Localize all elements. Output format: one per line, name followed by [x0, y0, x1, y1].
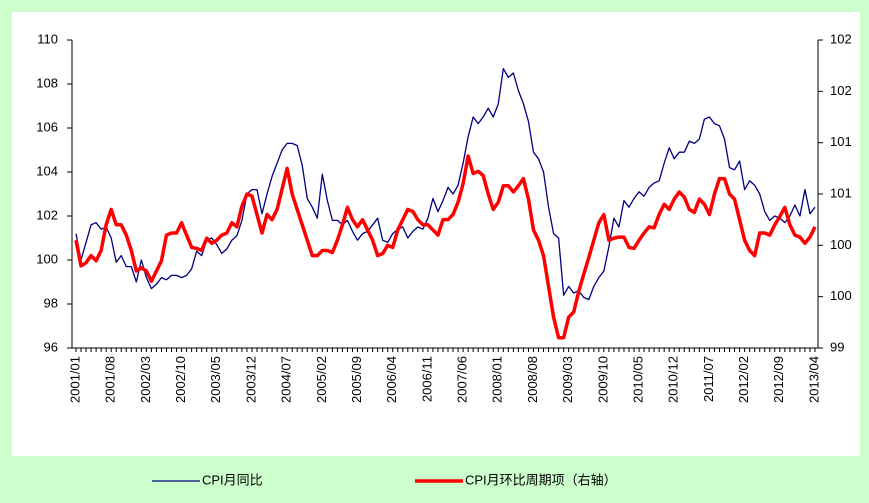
x-tick-label: 2009/10 [595, 356, 610, 403]
y2-tick-label: 101 [830, 185, 852, 200]
x-tick-label: 2001/01 [67, 356, 82, 403]
y-tick-label: 108 [36, 75, 58, 90]
y-tick-label: 106 [36, 119, 58, 134]
y-tick-label: 98 [44, 295, 58, 310]
y-tick-label: 110 [37, 31, 58, 46]
y2-tick-label: 102 [830, 31, 852, 46]
x-tick-label: 2013/04 [806, 356, 821, 403]
x-tick-label: 2008/01 [490, 356, 505, 403]
y2-tick-label: 102 [830, 83, 852, 98]
y2-tick-label: 99 [830, 339, 844, 354]
y-tick-label: 104 [36, 163, 58, 178]
x-tick-label: 2009/03 [560, 356, 575, 403]
x-tick-label: 2010/12 [666, 356, 681, 403]
x-tick-label: 2012/02 [736, 356, 751, 403]
y-tick-label: 100 [36, 251, 58, 266]
x-tick-label: 2008/08 [525, 356, 540, 403]
x-tick-label: 2002/03 [138, 356, 153, 403]
x-tick-label: 2001/08 [103, 356, 118, 403]
x-tick-label: 2006/04 [384, 356, 399, 403]
x-tick-label: 2010/05 [630, 356, 645, 403]
y-tick-label: 96 [44, 339, 58, 354]
legend-label: CPI月环比周期项（右轴） [465, 472, 617, 487]
x-tick-label: 2002/10 [173, 356, 188, 403]
x-tick-label: 2003/05 [208, 356, 223, 403]
y2-tick-label: 101 [830, 134, 852, 149]
y-tick-label: 102 [36, 207, 58, 222]
x-tick-label: 2005/02 [314, 356, 329, 403]
legend-label: CPI月同比 [202, 472, 263, 487]
x-tick-label: 2011/07 [701, 356, 716, 402]
x-tick-label: 2006/11 [419, 356, 434, 402]
x-tick-label: 2005/09 [349, 356, 364, 403]
series-line [74, 154, 817, 340]
x-tick-label: 2007/06 [455, 356, 470, 403]
x-tick-label: 2012/09 [771, 356, 786, 403]
x-tick-label: 2004/07 [279, 356, 294, 403]
y2-tick-label: 100 [830, 237, 852, 252]
x-tick-label: 2003/12 [243, 356, 258, 403]
series-line [75, 67, 816, 301]
y2-tick-label: 100 [830, 288, 852, 303]
